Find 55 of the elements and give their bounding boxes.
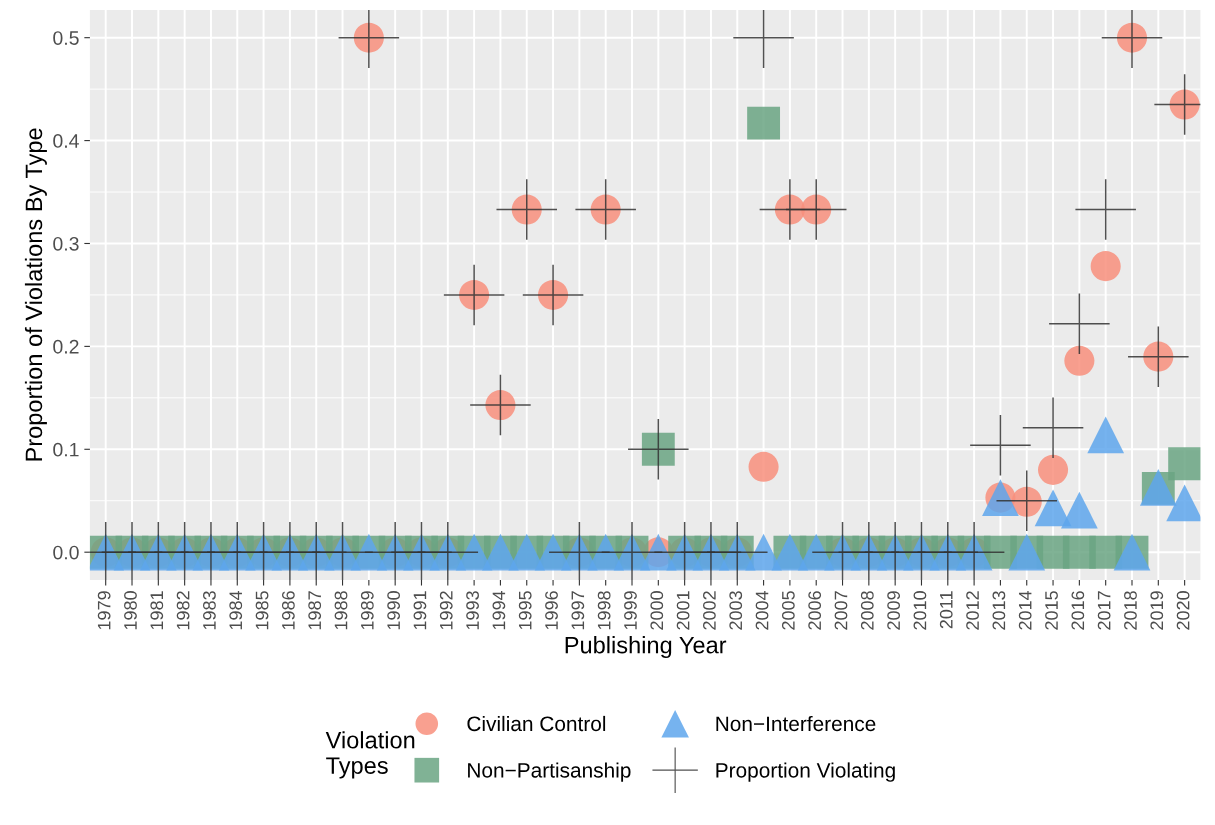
legend-label: Civilian Control: [467, 715, 606, 732]
x-tick-label: 1989: [360, 591, 374, 630]
x-tick-label: 1982: [176, 591, 190, 630]
x-tick-label: 2006: [808, 591, 822, 630]
x-tick-label: 2019: [1150, 591, 1164, 630]
x-tick-label: 2012: [966, 591, 979, 630]
x-tick-label: 1990: [387, 591, 401, 630]
y-tick-label: 0.0: [53, 545, 79, 560]
legend-label: Proportion Violating: [716, 762, 895, 782]
x-tick-label: 1996: [545, 591, 558, 630]
x-tick-label: 1986: [281, 591, 295, 630]
x-tick-label: 1984: [229, 590, 243, 630]
y-tick-label: 0.5: [53, 31, 79, 45]
x-tick-label: 2016: [1071, 591, 1085, 630]
x-tick-label: 2005: [781, 591, 795, 630]
y-tick-label: 0.3: [53, 236, 79, 251]
x-tick-label: 1979: [97, 591, 111, 630]
x-tick-label: 2010: [913, 591, 927, 630]
x-tick-label: 1993: [466, 591, 479, 630]
x-tick-label: 1995: [518, 591, 532, 630]
x-tick-label: 2009: [887, 591, 901, 630]
x-tick-label: 2000: [650, 591, 664, 630]
x-tick-label: 2007: [834, 591, 848, 630]
x-tick-label: 2017: [1097, 591, 1111, 630]
x-tick-label: 1991: [413, 591, 427, 630]
legend-label: Non−Partisanship: [468, 762, 631, 782]
x-tick-label: 2018: [1124, 591, 1137, 630]
x-axis-title: Publishing Year: [565, 636, 727, 659]
x-tick-label: 1994: [492, 590, 506, 630]
x-tick-label: 2014: [1018, 590, 1032, 630]
x-tick-label: 2002: [703, 591, 716, 630]
legend-label: Non−Interference: [716, 715, 876, 732]
x-tick-label: 2015: [1045, 591, 1058, 630]
x-tick-label: 1980: [124, 591, 137, 630]
x-tick-label: 1992: [439, 591, 453, 630]
x-tick-label: 1981: [150, 591, 164, 630]
x-tick-label: 1985: [255, 591, 269, 630]
x-tick-label: 1983: [203, 591, 216, 630]
x-tick-label: 2008: [860, 591, 874, 630]
x-tick-label: 2001: [676, 591, 690, 630]
x-tick-label: 2011: [939, 591, 953, 629]
y-tick-label: 0.2: [53, 339, 79, 354]
y-axis-title: Proportion of Violations By Type: [24, 128, 47, 461]
x-tick-label: 2020: [1176, 591, 1190, 630]
legend-title: Violation Types: [325, 731, 415, 779]
x-tick-label: 1997: [571, 591, 585, 630]
x-tick-label: 2003: [729, 591, 743, 630]
y-tick-label: 0.1: [53, 442, 79, 457]
x-tick-label: 2013: [992, 591, 1006, 630]
x-tick-label: 2004: [755, 590, 769, 630]
x-tick-label: 1998: [597, 591, 611, 630]
x-tick-label: 1988: [334, 591, 348, 630]
x-tick-label: 1987: [308, 591, 322, 630]
x-tick-label: 1999: [624, 591, 637, 630]
y-tick-label: 0.4: [53, 134, 79, 148]
